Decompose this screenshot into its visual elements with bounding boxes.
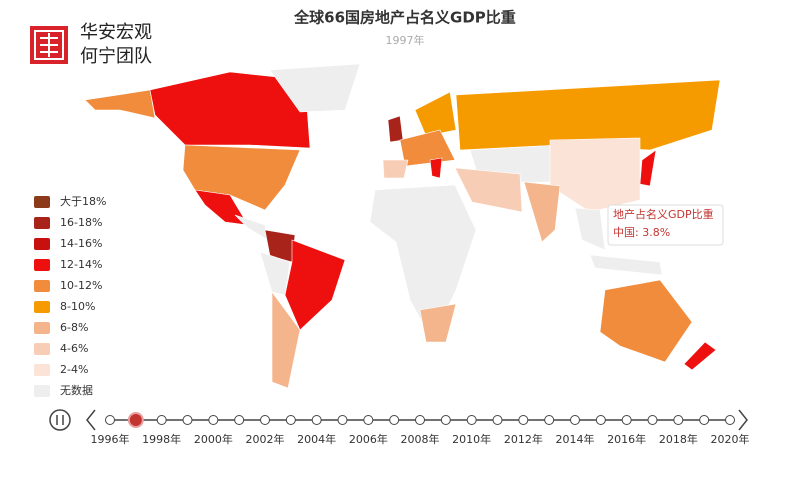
legend-swatch[interactable] (34, 301, 50, 313)
legend-swatch[interactable] (34, 280, 50, 292)
timeline-label: 2000年 (194, 432, 233, 446)
timeline-label: 2002年 (246, 432, 285, 446)
timeline-label: 2014年 (556, 432, 595, 446)
legend-label: 大于18% (60, 194, 106, 208)
timeline-dot[interactable] (544, 415, 555, 425)
timeline-dot[interactable] (415, 415, 425, 425)
legend-label: 14-16% (60, 237, 102, 250)
timeline-dot[interactable] (570, 415, 580, 425)
timeline-dot[interactable] (492, 415, 503, 425)
subtitle: 1997年 (386, 33, 425, 47)
legend-swatch[interactable] (34, 217, 50, 229)
timeline-label: 2010年 (452, 432, 491, 446)
legend-label: 4-6% (60, 342, 88, 355)
legend-label: 6-8% (60, 321, 88, 334)
play-button[interactable] (49, 409, 71, 431)
legend-label: 16-18% (60, 216, 102, 229)
legend: 大于18% 16-18% 14-16% 12-14% 10-12% 8-10% 6-8% 4-… (34, 194, 106, 397)
timeline-dot[interactable] (466, 415, 477, 425)
legend-label: 无数据 (60, 383, 93, 397)
legend-swatch[interactable] (34, 259, 50, 271)
legend-label: 8-10% (60, 300, 95, 313)
timeline: 1996年 1998年 2000年 2002年 2004年 2006年 2008年 2010年… (49, 409, 750, 446)
timeline-dot[interactable] (518, 415, 529, 425)
tooltip-text: 中国: 3.8% (613, 226, 670, 239)
timeline-dot[interactable] (311, 415, 322, 425)
timeline-label: 1998年 (142, 432, 181, 446)
title: 全球66国房地产占名义GDP比重 (293, 9, 516, 27)
timeline-dot[interactable] (699, 415, 710, 425)
legend-swatch[interactable] (34, 238, 50, 250)
legend-label: 12-14% (60, 258, 102, 271)
timeline-dot[interactable] (337, 415, 348, 425)
timeline-dot[interactable] (234, 415, 245, 425)
timeline-dot[interactable] (725, 415, 735, 425)
timeline-dot[interactable] (389, 415, 400, 425)
legend-swatch[interactable] (34, 196, 50, 208)
logo: 华安宏观 何宁团队 (30, 22, 152, 67)
timeline-dot[interactable] (440, 415, 451, 425)
timeline-label: 2012年 (504, 432, 543, 446)
timeline-dot[interactable] (363, 415, 374, 425)
legend-label: 2-4% (60, 363, 88, 376)
timeline-dot[interactable] (208, 415, 219, 425)
timeline-label: 2006年 (349, 432, 388, 446)
timeline-dot[interactable] (182, 415, 193, 425)
timeline-dot[interactable] (156, 415, 167, 425)
timeline-dot[interactable] (285, 415, 296, 425)
timeline-label: 2004年 (297, 432, 336, 446)
map (84, 63, 721, 389)
tooltip-title: 地产占名义GDP比重 (613, 207, 714, 221)
timeline-label: 2016年 (607, 432, 646, 446)
legend-swatch[interactable] (34, 364, 50, 376)
timeline-dot[interactable] (105, 415, 115, 425)
timeline-dot[interactable] (260, 415, 270, 425)
next-button[interactable] (738, 409, 748, 431)
timeline-label: 2020年 (711, 432, 750, 446)
timeline-label: 1996年 (91, 432, 130, 446)
logo-text: 华安宏观 (80, 22, 152, 43)
timeline-current[interactable] (127, 412, 144, 428)
tooltip: 地产占名义GDP比重 中国: 3.8% (607, 204, 724, 246)
timeline-dot[interactable] (621, 415, 632, 425)
legend-swatch[interactable] (34, 322, 50, 334)
legend-swatch[interactable] (34, 343, 50, 355)
timeline-label: 2008年 (401, 432, 440, 446)
timeline-dot[interactable] (595, 415, 606, 425)
logo-text: 何宁团队 (80, 46, 152, 67)
timeline-dot[interactable] (647, 415, 658, 425)
legend-swatch[interactable] (34, 385, 50, 397)
timeline-dot[interactable] (673, 415, 684, 425)
legend-label: 10-12% (60, 279, 102, 292)
timeline-label: 2018年 (659, 432, 698, 446)
prev-button[interactable] (86, 409, 96, 431)
